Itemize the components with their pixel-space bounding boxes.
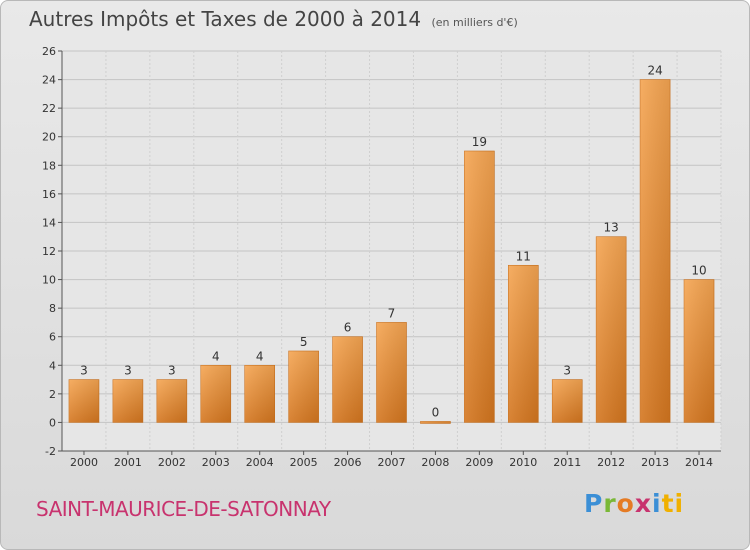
data-label: 3 — [80, 364, 88, 378]
bar-shade — [112, 379, 143, 423]
brand-letter: x — [634, 489, 652, 518]
bar-shade — [68, 379, 99, 423]
data-label: 3 — [124, 364, 132, 378]
y-tick-label: 18 — [42, 159, 56, 172]
x-tick-label: 2012 — [597, 456, 625, 469]
brand-letter: i — [652, 489, 662, 518]
data-label: 3 — [563, 364, 571, 378]
data-label: 4 — [256, 349, 264, 363]
bar-shade — [156, 379, 187, 423]
x-tick-label: 2007 — [378, 456, 406, 469]
brand-letter: P — [584, 489, 604, 518]
brand-letter: r — [603, 489, 617, 518]
x-tick-label: 2014 — [685, 456, 713, 469]
y-tick-label: 10 — [42, 274, 56, 287]
y-tick-label: 24 — [42, 74, 56, 87]
y-tick-label: 20 — [42, 131, 56, 144]
data-label: 10 — [691, 264, 706, 278]
y-tick-label: 0 — [49, 416, 56, 429]
y-tick-label: 26 — [42, 45, 56, 58]
bar-shade — [420, 421, 451, 424]
y-tick-label: 22 — [42, 102, 56, 115]
bar-shade — [288, 351, 319, 423]
data-label: 24 — [647, 64, 662, 78]
data-label: 0 — [432, 405, 440, 419]
x-tick-label: 2004 — [246, 456, 274, 469]
data-label: 19 — [472, 135, 487, 149]
chart-title-main: Autres Impôts et Taxes de 2000 à 2014 — [29, 7, 422, 31]
bar-shade — [244, 365, 275, 423]
x-tick-label: 2010 — [509, 456, 537, 469]
x-tick-label: 2002 — [158, 456, 186, 469]
chart-title-unit: (en milliers d'€) — [431, 16, 518, 29]
bar-shade — [596, 236, 627, 423]
data-label: 5 — [300, 335, 308, 349]
bar-shade — [684, 279, 715, 423]
bar-shade — [640, 79, 671, 423]
chart-title: Autres Impôts et Taxes de 2000 à 2014 (e… — [29, 7, 518, 31]
data-label: 6 — [344, 321, 352, 335]
x-tick-label: 2011 — [553, 456, 581, 469]
brand-logo: Proxiti — [584, 489, 684, 518]
y-tick-label: 6 — [49, 331, 56, 344]
y-tick-label: 4 — [49, 359, 56, 372]
x-tick-label: 2000 — [70, 456, 98, 469]
x-tick-label: 2001 — [114, 456, 142, 469]
y-tick-label: 2 — [49, 388, 56, 401]
label-layer: 3 3 3 4 4 5 6 7 0 19 11 3 13 24 10 — [80, 64, 707, 420]
data-label: 3 — [168, 364, 176, 378]
x-tick-label: 2005 — [290, 456, 318, 469]
y-tick-label: 16 — [42, 188, 56, 201]
y-tick-label: 8 — [49, 302, 56, 315]
y-tick-label: 14 — [42, 216, 56, 229]
data-label: 13 — [604, 221, 619, 235]
x-tick-label: 2006 — [334, 456, 362, 469]
data-label: 11 — [516, 249, 531, 263]
bar-shade — [464, 151, 495, 423]
x-tick-label: 2008 — [421, 456, 449, 469]
brand-letter: ti — [661, 489, 685, 518]
bar-layer — [68, 79, 715, 424]
x-tick-label: 2003 — [202, 456, 230, 469]
commune-name: SAINT-MAURICE-DE-SATONNAY — [36, 497, 331, 521]
x-tick-label: 2013 — [641, 456, 669, 469]
y-tick-label: -2 — [45, 445, 56, 458]
bar-shade — [200, 365, 231, 423]
bar-shade — [332, 336, 363, 423]
bar-shade — [508, 265, 539, 423]
y-tick-label: 12 — [42, 245, 56, 258]
bar-shade — [376, 322, 407, 423]
bar-shade — [552, 379, 583, 423]
data-label: 7 — [388, 306, 396, 320]
x-tick-label: 2009 — [465, 456, 493, 469]
data-label: 4 — [212, 349, 220, 363]
brand-letter: o — [616, 489, 635, 518]
